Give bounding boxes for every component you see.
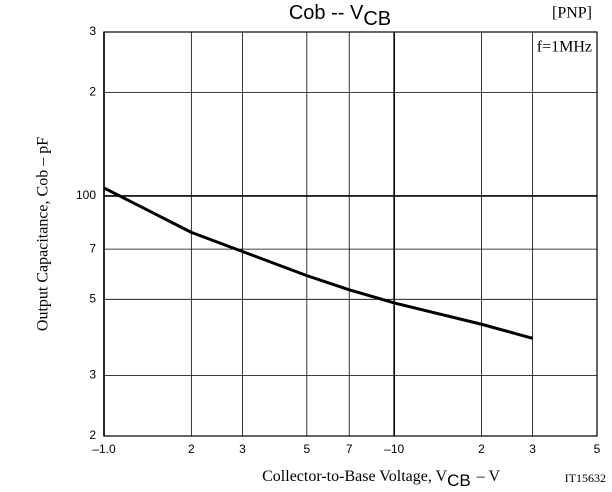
annotation: f=1MHz bbox=[537, 39, 592, 56]
x-tick-label: 5 bbox=[303, 442, 310, 456]
y-tick-label: 100 bbox=[76, 188, 96, 202]
chart-title: Cob -- VCB bbox=[289, 2, 391, 30]
x-tick-label: 7 bbox=[346, 442, 353, 456]
y-tick-label: 7 bbox=[89, 241, 96, 255]
x-tick-label: 5 bbox=[594, 442, 601, 456]
y-tick-label: 2 bbox=[89, 85, 96, 99]
x-label-sub: CB bbox=[447, 471, 471, 490]
x-tick-label: 2 bbox=[478, 442, 485, 456]
x-tick-label: –1.0 bbox=[92, 442, 116, 456]
x-tick-label: 3 bbox=[239, 442, 246, 456]
figure-id: IT15632 bbox=[565, 471, 606, 485]
plot-frame bbox=[103, 31, 598, 437]
x-label-main: Collector-to-Base Voltage, V bbox=[262, 468, 447, 485]
x-axis-label: Collector-to-Base Voltage, VCB – V bbox=[262, 468, 500, 491]
y-tick-label: 2 bbox=[89, 428, 96, 442]
title-sub: CB bbox=[363, 8, 391, 30]
y-tick-label: 3 bbox=[89, 368, 96, 382]
y-tick-label: 5 bbox=[89, 291, 96, 305]
x-tick-label: –10 bbox=[384, 442, 404, 456]
x-tick-label: 2 bbox=[188, 442, 195, 456]
title-main: Cob -- V bbox=[289, 2, 364, 24]
annotation: [PNP] bbox=[552, 5, 592, 22]
curve bbox=[103, 186, 534, 340]
x-label-unit: – V bbox=[476, 468, 501, 485]
x-tick-label: 3 bbox=[529, 442, 536, 456]
y-axis-label: Output Capacitance, Cob – pF bbox=[35, 137, 52, 331]
y-tick-label: 3 bbox=[89, 24, 96, 38]
